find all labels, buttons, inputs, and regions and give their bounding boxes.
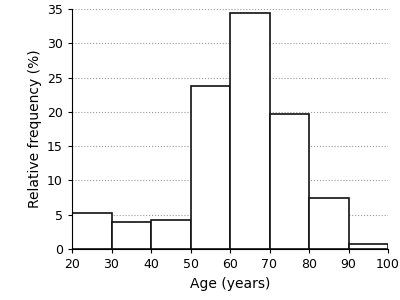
X-axis label: Age (years): Age (years) [190,277,270,291]
Bar [190,86,230,249]
Y-axis label: Relative frequency (%): Relative frequency (%) [28,50,42,208]
Bar [348,244,388,249]
Bar [112,222,151,249]
Bar [151,220,190,249]
Bar [72,213,112,249]
Bar [270,114,309,249]
Bar [230,13,270,249]
Bar [309,198,348,249]
